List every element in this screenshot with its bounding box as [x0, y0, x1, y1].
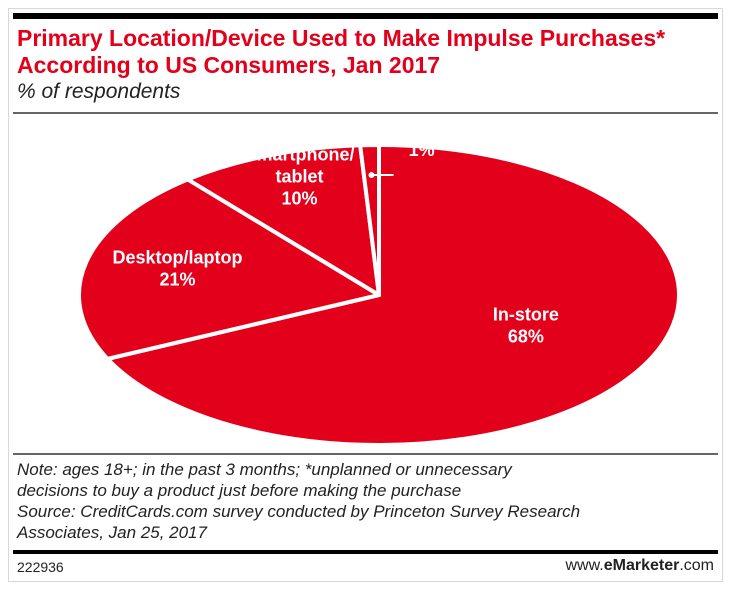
- slice-label-smartphone-tablet: Smartphone/tablet 10%: [244, 145, 354, 209]
- slice-name: Desktop/laptop: [112, 248, 242, 268]
- note-line: decisions to buy a product just before m…: [17, 481, 462, 500]
- leader-dot-other: [368, 172, 375, 179]
- slice-label-in-store: In-store 68%: [493, 305, 559, 347]
- footer-divider: [13, 453, 718, 455]
- footnote: Note: ages 18+; in the past 3 months; *u…: [17, 459, 717, 543]
- brand-suffix: .com: [679, 557, 714, 574]
- top-bar: [13, 13, 718, 19]
- pie-slice-other: [358, 143, 381, 297]
- pie-chart: In-store 68% Desktop/laptop 21% Smartphone/t…: [13, 115, 718, 451]
- chart-card: Primary Location/Device Used to Make Imp…: [8, 8, 723, 582]
- slice-value: 21%: [159, 270, 195, 290]
- brand-prefix: www.: [565, 557, 604, 574]
- slice-name: In-store: [493, 305, 559, 325]
- pie-slice-in-store: [105, 143, 681, 447]
- slice-label-other: Other 1%: [398, 118, 446, 160]
- brand-name: eMarketer: [603, 557, 680, 574]
- slice-label-desktop-laptop: Desktop/laptop 21%: [112, 248, 242, 290]
- slice-value: 1%: [409, 140, 435, 160]
- chart-subtitle: % of respondents: [17, 80, 181, 103]
- pie-chart-svg: In-store 68%Desktop/laptop 21%Smartphone/t…: [77, 118, 681, 447]
- brand-link[interactable]: www.eMarketer.com: [565, 557, 714, 575]
- pie-slice-desktop-laptop: [77, 177, 381, 361]
- slice-value: 10%: [281, 189, 317, 209]
- header-divider: [13, 112, 718, 114]
- pie-labels: In-store 68%Desktop/laptop 21%Smartphone/t…: [112, 118, 558, 347]
- pie-slice-smartphone-tablet: [185, 143, 381, 297]
- slice-name: Other: [398, 118, 446, 138]
- slice-name: Smartphone/: [244, 145, 354, 165]
- bottom-bar: [13, 550, 718, 554]
- slice-value: 68%: [508, 327, 544, 347]
- chart-id: 222936: [17, 559, 64, 575]
- chart-title: Primary Location/Device Used to Make Imp…: [17, 25, 666, 78]
- slice-name: tablet: [275, 167, 323, 187]
- source-line: Source: CreditCards.com survey conducted…: [17, 502, 581, 521]
- pie-slices: [77, 143, 681, 447]
- source-line: Associates, Jan 25, 2017: [17, 523, 207, 542]
- note-line: Note: ages 18+; in the past 3 months; *u…: [17, 460, 512, 479]
